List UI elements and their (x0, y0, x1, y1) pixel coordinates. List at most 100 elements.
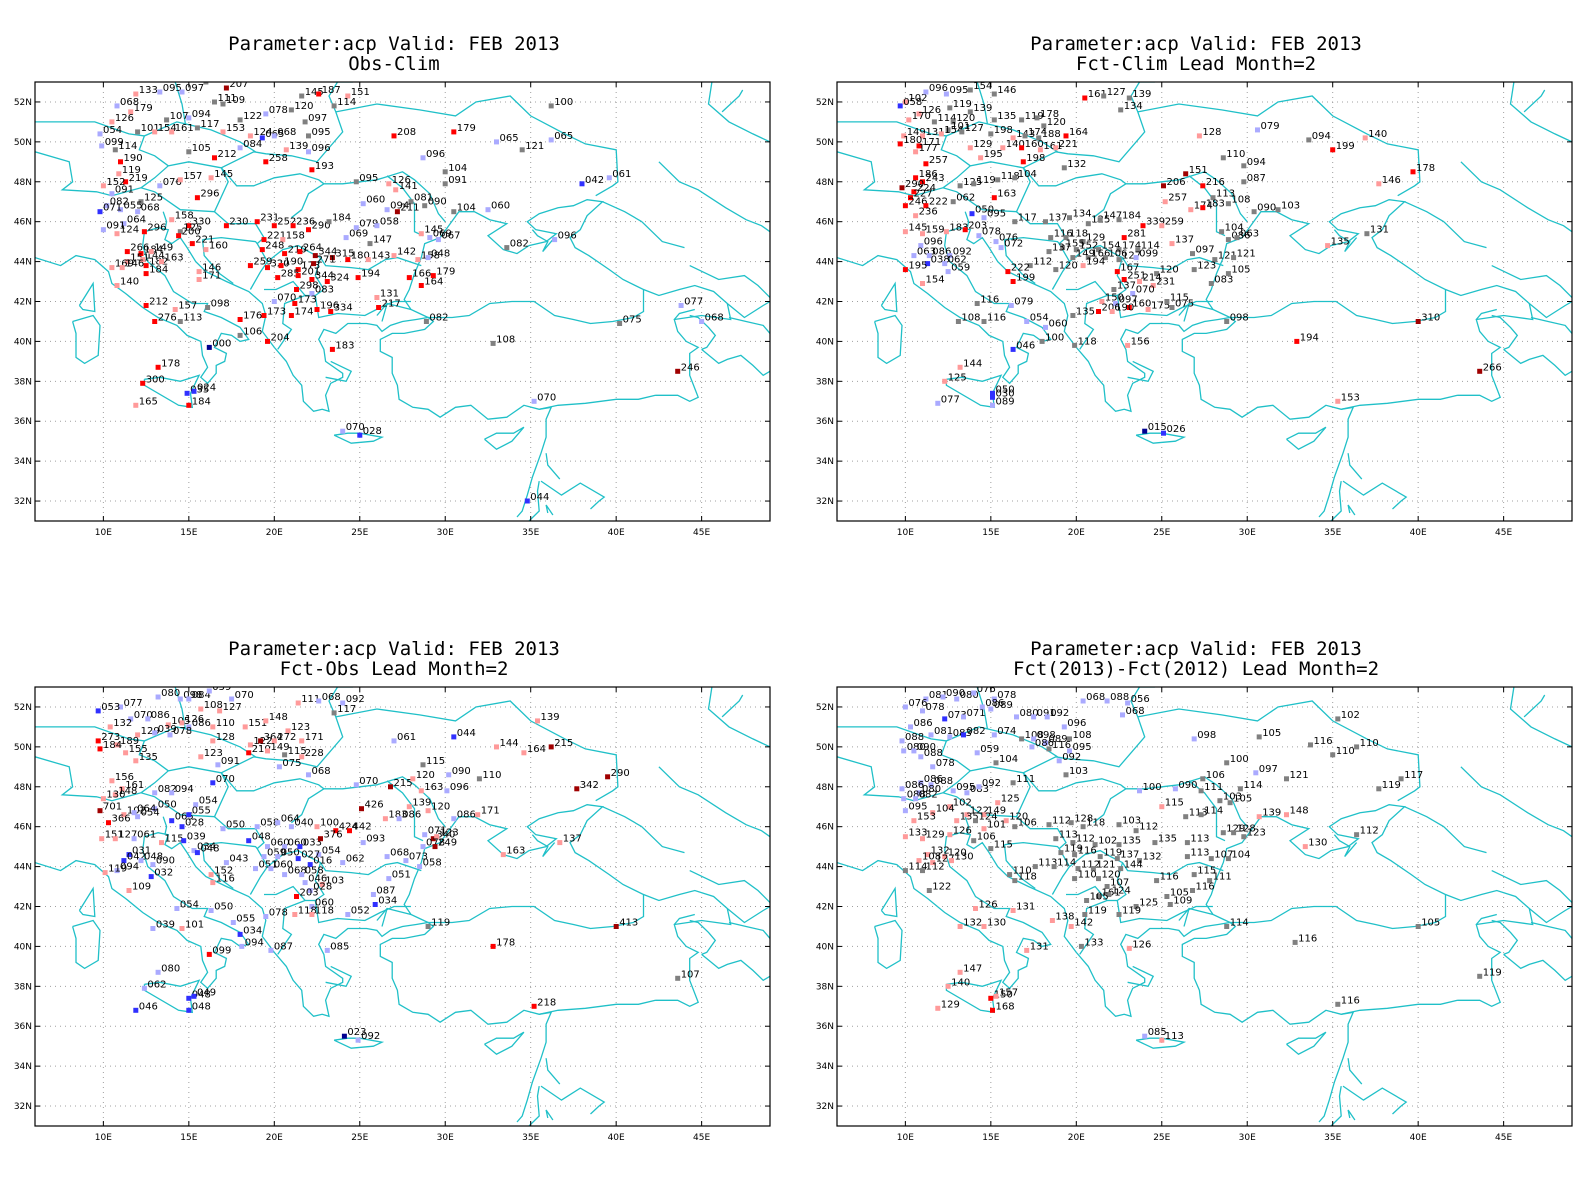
station-value: 050 (214, 902, 233, 913)
station-square (179, 926, 185, 931)
station-value: 088 (1110, 692, 1129, 703)
station-value: 125 (183, 223, 202, 234)
station-square (1161, 430, 1166, 436)
station-value: 101 (185, 920, 204, 931)
station-value: 119 (431, 918, 450, 929)
station-square (475, 812, 481, 818)
station-square (205, 305, 211, 310)
station-square (981, 826, 987, 832)
station-marker: 110 (1007, 866, 1032, 878)
station-square (606, 175, 612, 181)
station-marker: 117 (1012, 213, 1037, 225)
station-marker: 050 (969, 205, 994, 217)
station-square (345, 93, 351, 99)
y-tick-label: 34N (816, 457, 834, 467)
station-square (220, 101, 226, 107)
station-marker: 121 (1212, 251, 1237, 263)
station-value: 228 (305, 748, 324, 759)
station-square (191, 388, 197, 394)
station-value: 120 (1047, 117, 1066, 128)
station-value: 114 (118, 141, 137, 152)
station-square (1376, 786, 1382, 792)
station-value: 094 (192, 109, 211, 120)
station-marker: 179 (430, 267, 455, 279)
station-marker: 097 (179, 83, 204, 95)
station-square (309, 167, 315, 173)
station-value: 046 (139, 1001, 158, 1012)
station-square (194, 850, 200, 856)
station-marker: 119 (971, 175, 996, 187)
station-marker: 063 (911, 247, 936, 259)
station-square (1012, 878, 1018, 884)
station-value: 086 (985, 698, 1004, 709)
station-value: 184 (103, 740, 122, 751)
station-marker: 125 (942, 372, 967, 384)
station-marker: 154 (1096, 241, 1121, 253)
station-value: 086 (914, 718, 933, 729)
station-marker: 048 (186, 989, 211, 1001)
station-value: 096 (924, 237, 943, 248)
station-marker: 060 (265, 838, 290, 850)
coastline (528, 1085, 540, 1126)
station-square (290, 223, 296, 229)
station-marker: 194 (1294, 332, 1319, 344)
station-marker: 195 (902, 261, 927, 273)
station-marker: 092 (1044, 708, 1069, 720)
station-value: 221 (1059, 139, 1078, 150)
station-square (901, 133, 907, 139)
station-square (152, 790, 158, 796)
station-marker: 249 (432, 838, 457, 850)
station-marker: 155 (1060, 239, 1085, 251)
station-marker: 124 (247, 127, 272, 139)
station-marker: 281 (1121, 229, 1146, 241)
station-marker: 048 (246, 832, 271, 844)
station-value: 366 (112, 814, 131, 825)
station-square (1070, 313, 1076, 318)
station-value: 215 (394, 778, 413, 789)
x-tick-label: 25E (1153, 528, 1170, 538)
coastline (701, 348, 770, 377)
station-marker: 184 (326, 213, 351, 225)
station-square (1164, 299, 1170, 304)
station-marker: 119 (1116, 906, 1141, 917)
coastline (162, 816, 168, 835)
station-marker: 264 (297, 243, 322, 255)
station-value: 111 (1016, 774, 1035, 785)
station-value: 221 (267, 231, 286, 242)
station-marker: 127 (1116, 251, 1141, 263)
station-marker: 115 (988, 840, 1013, 852)
station-marker: 086 (908, 718, 933, 730)
station-square (292, 912, 298, 917)
station-square (384, 854, 390, 860)
station-value: 119 (1103, 848, 1122, 859)
station-value: 126 (953, 826, 972, 837)
station-marker: 364 (258, 732, 283, 744)
station-square (940, 694, 946, 700)
station-square (417, 864, 423, 870)
station-value: 028 (185, 818, 204, 829)
station-square (1145, 307, 1151, 312)
station-marker: 050 (275, 848, 300, 860)
station-square (1106, 892, 1112, 897)
y-tick-label: 36N (816, 417, 834, 427)
station-value: 101 (141, 123, 160, 134)
station-value: 123 (291, 722, 310, 733)
station-marker: 108 (916, 852, 941, 864)
station-value: 090 (1257, 203, 1276, 214)
x-tick-label: 35E (522, 528, 539, 538)
station-value: 252 (277, 217, 296, 228)
station-marker: 038 (925, 255, 950, 267)
station-marker: 044 (524, 492, 549, 504)
station-marker: 206 (1161, 177, 1186, 189)
station-square (1376, 181, 1382, 187)
station-value: 165 (139, 396, 158, 407)
station-square (299, 738, 305, 744)
station-square (962, 227, 968, 233)
station-marker: 050 (220, 820, 245, 832)
station-value: 094 (175, 784, 194, 795)
station-square (1162, 199, 1168, 205)
station-value: 222 (1011, 263, 1030, 274)
station-marker: 206 (1096, 303, 1121, 314)
station-square (276, 764, 282, 770)
station-marker: 090 (1172, 780, 1197, 792)
